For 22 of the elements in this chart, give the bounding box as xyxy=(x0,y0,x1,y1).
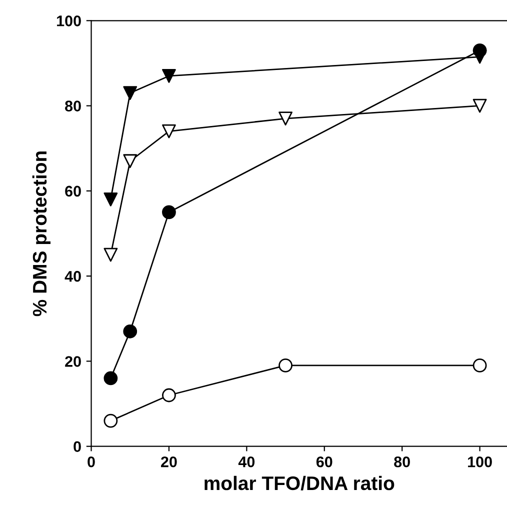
x-tick-label: 0 xyxy=(88,456,95,468)
y-tick-label: 80 xyxy=(65,100,81,112)
x-tick-label: 100 xyxy=(468,456,492,468)
point xyxy=(104,248,118,262)
y-tick-label: 20 xyxy=(65,356,81,367)
y-axis-title: % DMS protection xyxy=(32,152,50,316)
x-tick-label: 80 xyxy=(394,456,410,468)
point xyxy=(162,124,176,138)
x-axis-title: molar TFO/DNA ratio xyxy=(204,476,394,490)
x-tick-label: 20 xyxy=(161,456,177,468)
point xyxy=(472,98,487,113)
point xyxy=(104,192,118,206)
point xyxy=(162,69,176,83)
y-tick-label: 40 xyxy=(64,270,81,282)
y-tick-label: 0 xyxy=(74,441,81,452)
y-tick-label: 100 xyxy=(57,16,81,26)
x-tick-label: 40 xyxy=(238,456,255,468)
x-tick-label: 60 xyxy=(316,456,332,468)
point xyxy=(123,86,138,100)
y-tick-label: 60 xyxy=(65,186,81,197)
point xyxy=(278,112,292,126)
point xyxy=(123,154,138,168)
